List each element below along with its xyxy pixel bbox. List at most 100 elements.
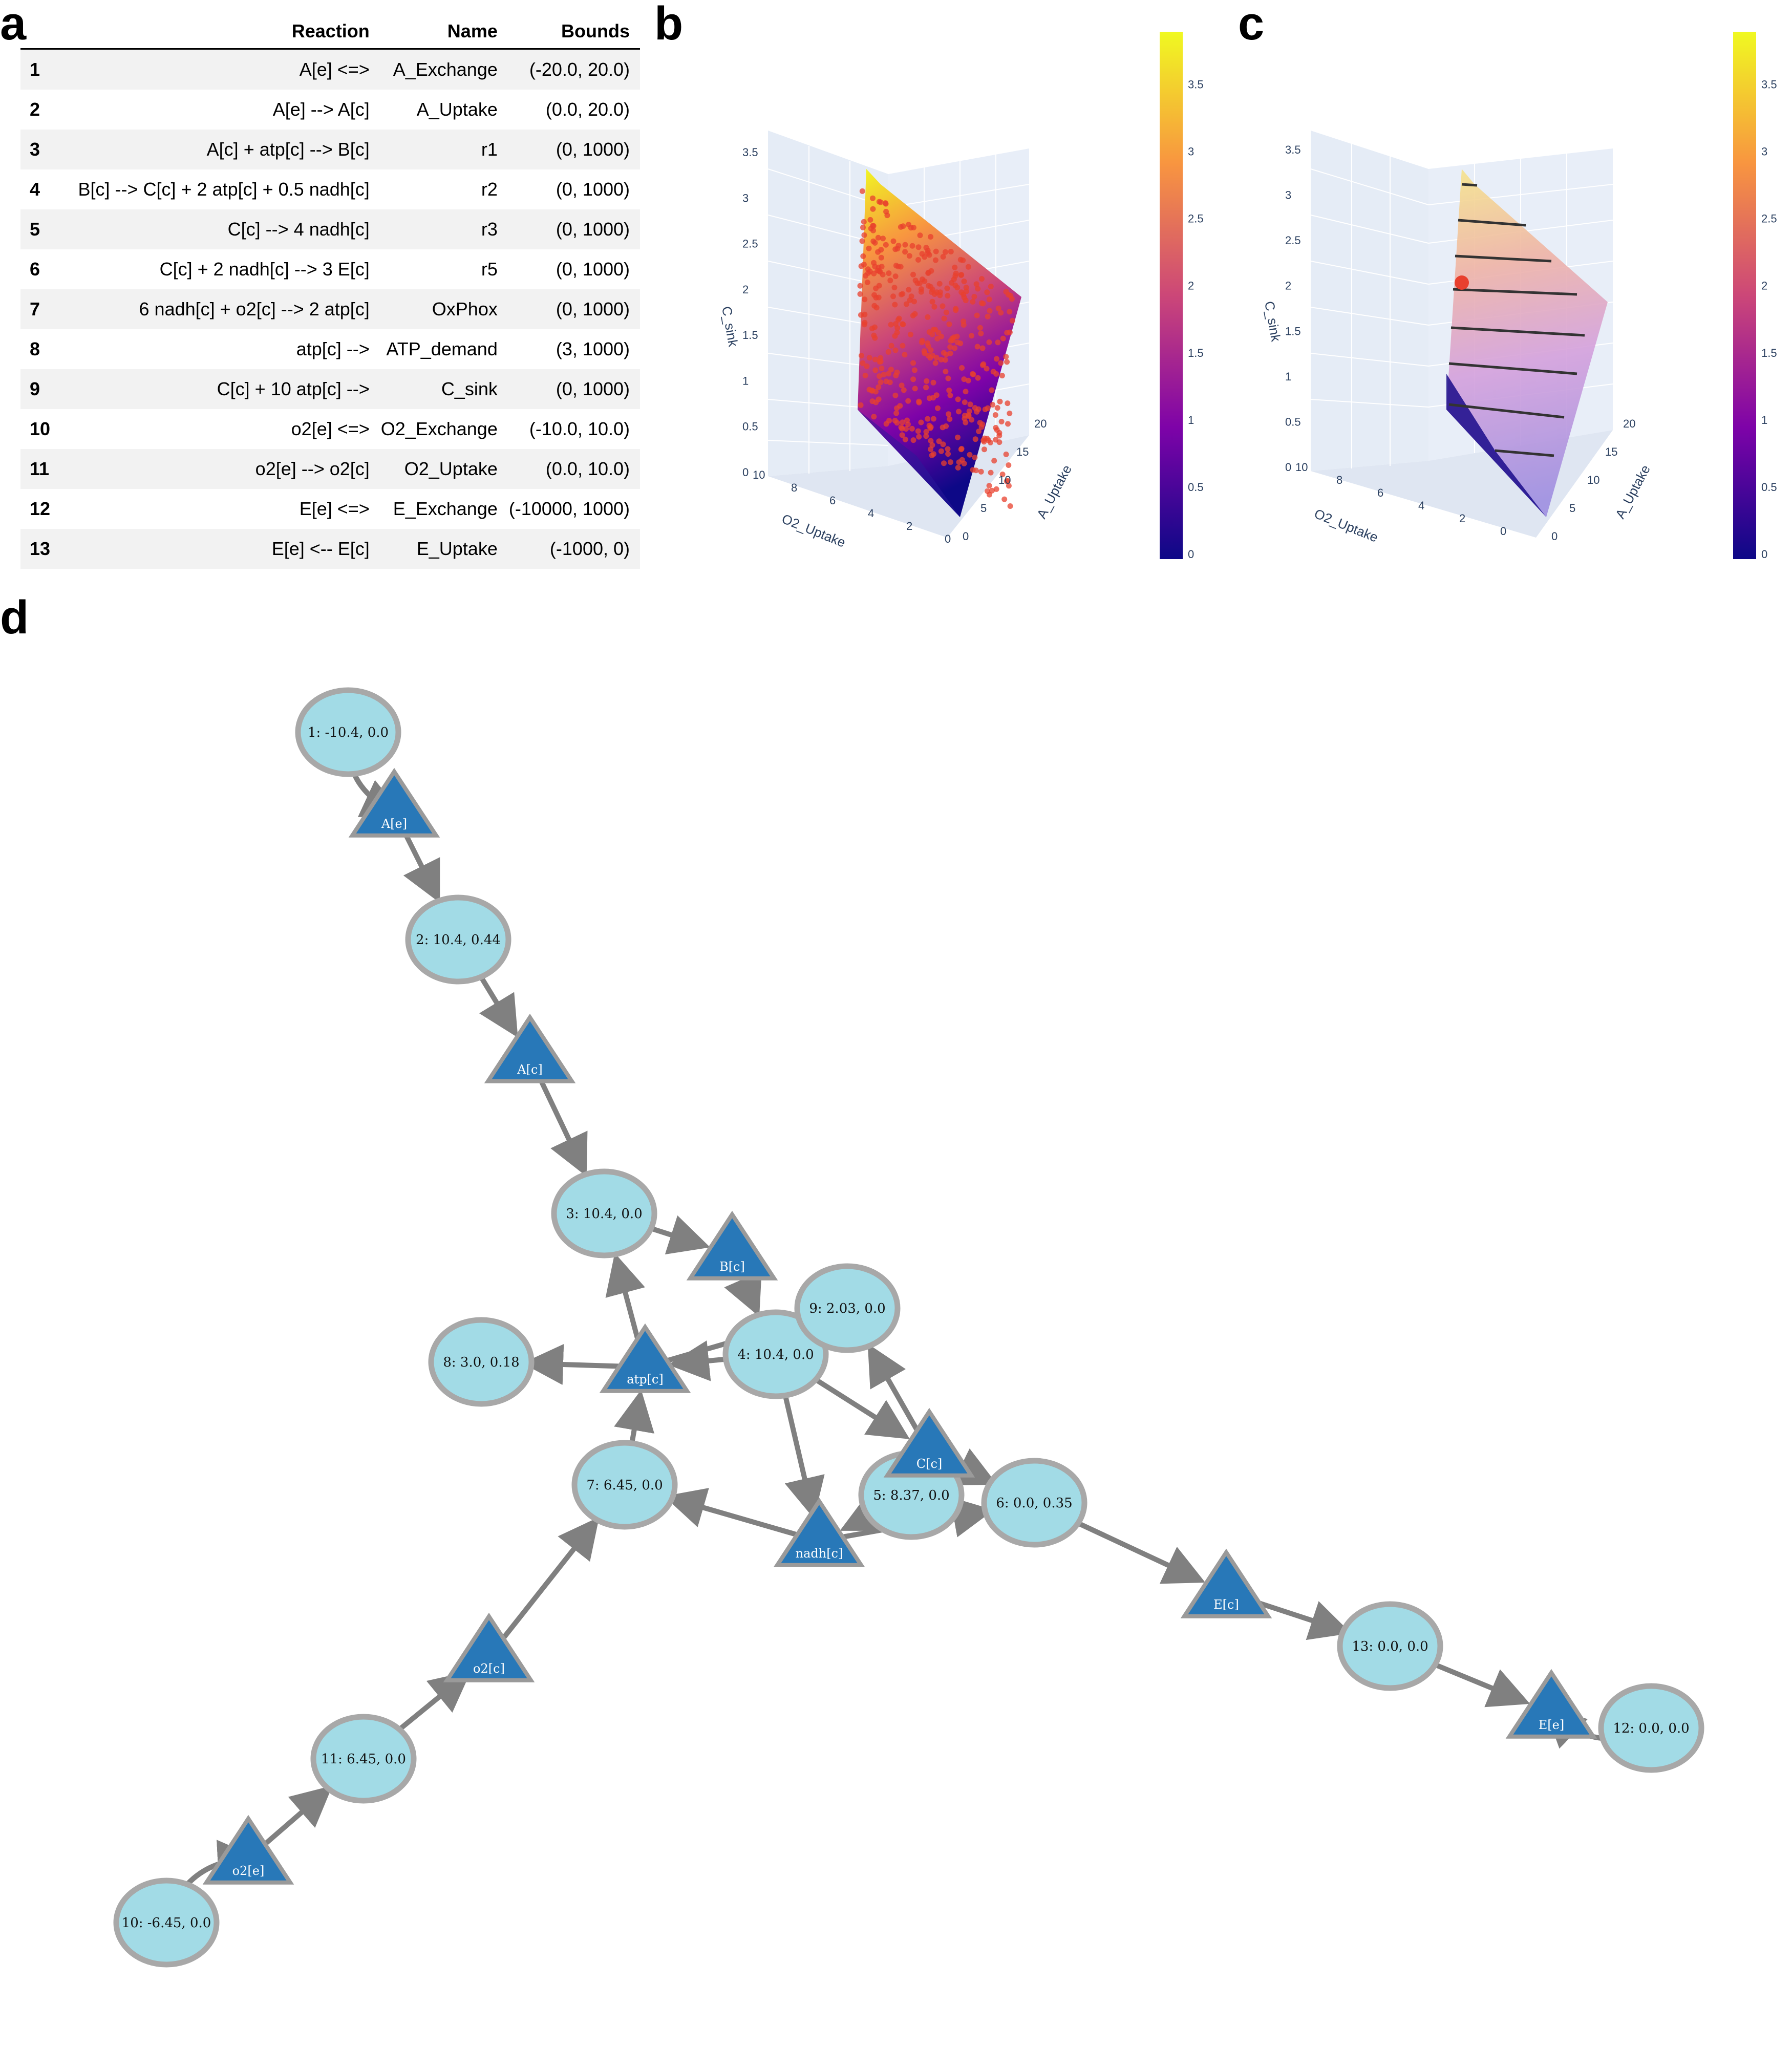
scatter-point	[879, 264, 885, 270]
reaction-node-r4[interactable]: 4: 10.4, 0.0	[722, 1309, 829, 1399]
reaction-node-r8[interactable]: 8: 3.0, 0.18	[428, 1317, 535, 1407]
scatter-point	[978, 468, 984, 475]
scatter-point	[929, 442, 935, 448]
scatter-point	[942, 249, 948, 255]
scatter-point	[990, 369, 996, 375]
colorbar-tick-label: 3	[1761, 145, 1767, 158]
reaction-node-r7[interactable]: 7: 6.45, 0.0	[571, 1440, 678, 1530]
scatter-point	[974, 344, 980, 350]
reaction-node-r6[interactable]: 6: 0.0, 0.35	[981, 1458, 1087, 1548]
scatter-point	[1003, 354, 1009, 360]
metabolite-node-Ee[interactable]: E[e]	[1505, 1669, 1597, 1739]
reaction-node-r3[interactable]: 3: 10.4, 0.0	[551, 1168, 657, 1258]
row-bounds: (-20.0, 20.0)	[507, 49, 640, 90]
scatter-point	[963, 285, 969, 290]
scatter-point	[908, 293, 914, 300]
scatter-point	[867, 217, 873, 223]
row-name: r5	[379, 249, 508, 289]
scatter-point	[905, 398, 911, 404]
row-bounds: (0.0, 20.0)	[507, 90, 640, 130]
metabolite-node-o2c[interactable]: o2[c]	[443, 1612, 535, 1682]
metabolite-node-Ec[interactable]: E[c]	[1180, 1548, 1272, 1618]
scatter-point	[906, 287, 912, 293]
scatter-point	[888, 322, 894, 328]
scatter-point	[952, 345, 958, 351]
scatter-point	[948, 459, 953, 465]
metabolite-node-label: B[c]	[719, 1260, 745, 1274]
metabolite-node-Ac[interactable]: A[c]	[484, 1013, 576, 1083]
scatter-point	[894, 330, 900, 335]
scatter-point	[871, 414, 877, 420]
scatter-point	[938, 448, 944, 454]
scatter-point	[872, 263, 878, 269]
table-row: 1 A[e] <=> A_Exchange (-20.0, 20.0)	[20, 49, 640, 90]
colorbar-tick-label: 2	[1761, 280, 1767, 292]
network-edge	[664, 1488, 820, 1544]
scatter-point	[958, 289, 965, 295]
scatter-points	[857, 188, 1015, 509]
scatter-point	[892, 302, 898, 308]
scatter-point	[866, 387, 872, 393]
scatter-point	[960, 258, 966, 263]
reaction-node-r9[interactable]: 9: 2.03, 0.0	[794, 1263, 901, 1353]
scatter-point	[1006, 462, 1012, 468]
reaction-node-r1[interactable]: 1: -10.4, 0.0	[295, 687, 401, 777]
metabolite-node-Ae[interactable]: A[e]	[348, 767, 440, 838]
reaction-node-r10[interactable]: 10: -6.45, 0.0	[113, 1878, 220, 1968]
reaction-node-r13[interactable]: 13: 0.0, 0.0	[1337, 1601, 1443, 1691]
scatter-point	[907, 331, 913, 337]
scatter-point	[929, 352, 935, 358]
metabolite-node-Cc[interactable]: C[c]	[883, 1407, 975, 1478]
scatter-point	[936, 438, 942, 444]
scatter-point	[930, 379, 936, 386]
metabolite-node-nadhc[interactable]: nadh[c]	[773, 1497, 865, 1567]
scatter-point	[1004, 478, 1010, 484]
metabolite-node-Bc[interactable]: B[c]	[686, 1210, 778, 1281]
scatter-point	[987, 308, 993, 314]
row-name: O2_Uptake	[379, 449, 508, 489]
row-bounds: (0, 1000)	[507, 289, 640, 329]
scatter-point	[1007, 329, 1013, 335]
row-index: 4	[20, 169, 76, 209]
scatter-point	[1006, 483, 1012, 489]
scatter-point	[916, 434, 922, 440]
metabolite-node-atpc[interactable]: atp[c]	[599, 1323, 691, 1393]
row-name: OxPhox	[379, 289, 508, 329]
scatter-point	[886, 418, 892, 424]
scatter-point	[1007, 503, 1013, 509]
row-reaction: A[c] + atp[c] --> B[c]	[76, 130, 380, 169]
scatter-point	[928, 347, 934, 353]
reaction-node-r12[interactable]: 12: 0.0, 0.0	[1598, 1683, 1704, 1773]
row-bounds: (0, 1000)	[507, 169, 640, 209]
x-tick-label: 8	[1336, 474, 1342, 486]
row-index: 7	[20, 289, 76, 329]
scatter-point	[974, 312, 980, 318]
reaction-node-r2[interactable]: 2: 10.4, 0.44	[405, 894, 511, 985]
reaction-node-label: 8: 3.0, 0.18	[443, 1355, 519, 1370]
row-bounds: (-1000, 0)	[507, 529, 640, 569]
scatter-point	[928, 234, 934, 240]
scatter-point	[888, 367, 894, 373]
reaction-node-shape	[295, 687, 401, 777]
reaction-node-r11[interactable]: 11: 6.45, 0.0	[310, 1714, 417, 1804]
scatter-point	[979, 421, 986, 428]
scatter-point	[955, 434, 961, 440]
colorbar-tick-label: 3.5	[1761, 78, 1777, 91]
scatter-point	[958, 446, 964, 453]
scatter-point	[924, 378, 930, 384]
row-index: 12	[20, 489, 76, 529]
scatter-point	[995, 305, 1001, 311]
scatter-point	[862, 296, 868, 303]
x-tick-label: 2	[1459, 512, 1465, 525]
scatter-point	[910, 271, 916, 278]
scatter-point	[866, 355, 872, 361]
scatter-point	[864, 280, 870, 285]
scatter-point	[969, 333, 974, 339]
reaction-nodes: 1: -10.4, 0.0 2: 10.4, 0.44 3: 10.4, 0.0 4:…	[113, 687, 1704, 1968]
metabolite-node-o2e[interactable]: o2[e]	[202, 1815, 294, 1885]
table-row: 10 o2[e] <=> O2_Exchange (-10.0, 10.0)	[20, 409, 640, 449]
scatter-point	[941, 315, 947, 322]
scatter-point	[940, 441, 946, 447]
table-row: 13 E[e] <-- E[c] E_Uptake (-1000, 0)	[20, 529, 640, 569]
scatter-point	[909, 425, 915, 432]
